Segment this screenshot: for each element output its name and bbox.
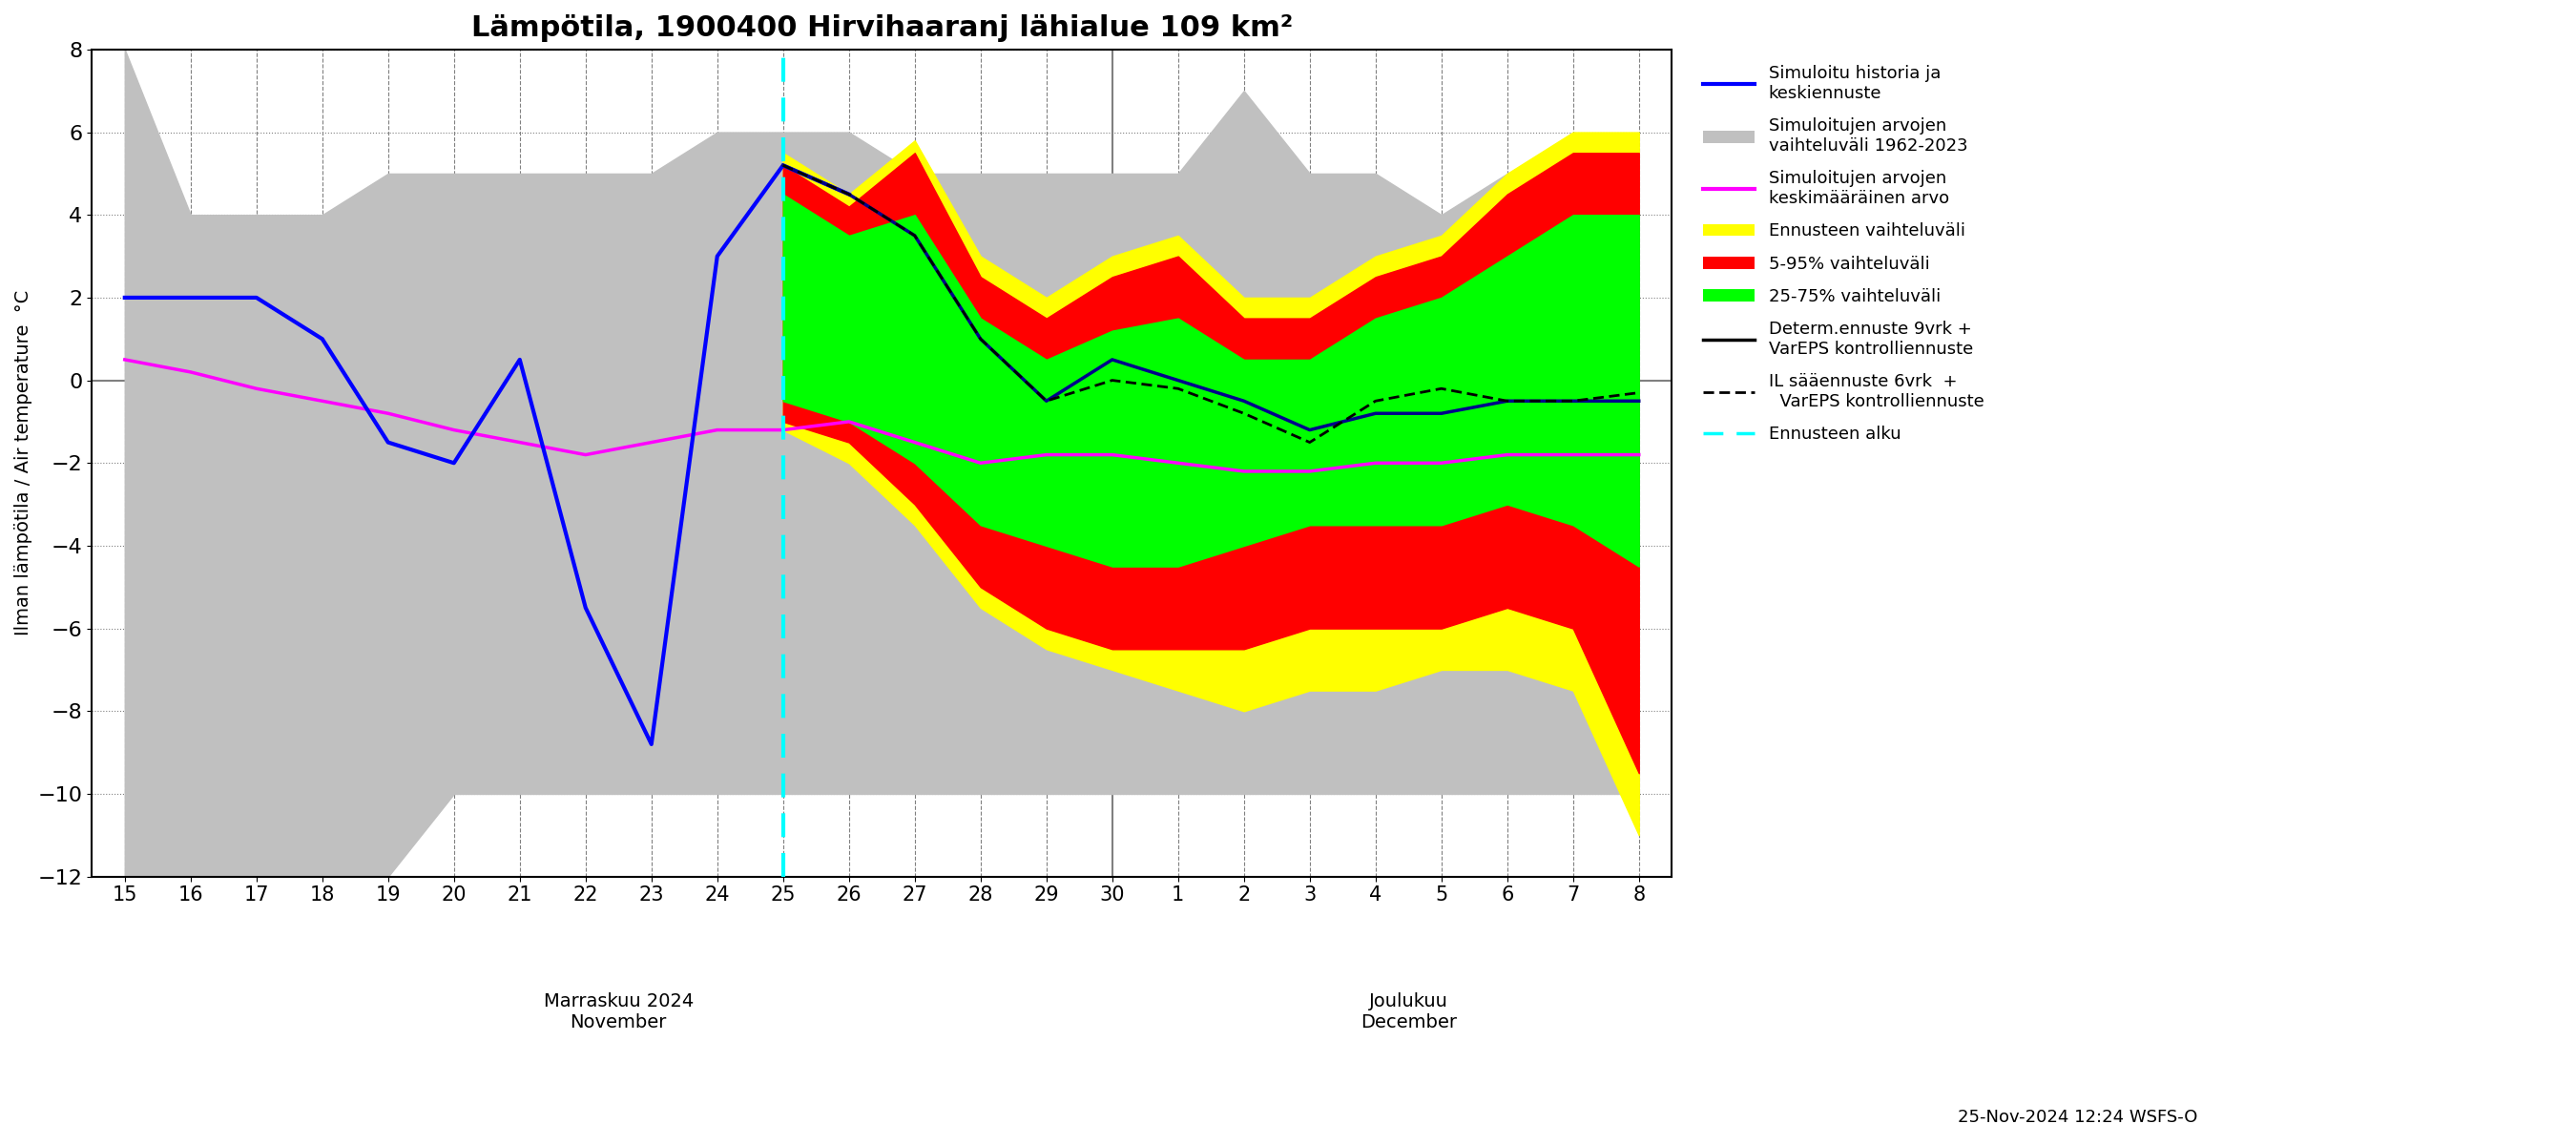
Text: 25-Nov-2024 12:24 WSFS-O: 25-Nov-2024 12:24 WSFS-O: [1958, 1108, 2197, 1126]
Text: Joulukuu
December: Joulukuu December: [1360, 993, 1455, 1032]
Text: Marraskuu 2024
November: Marraskuu 2024 November: [544, 993, 693, 1032]
Title: Lämpötila, 1900400 Hirvihaaranj lähialue 109 km²: Lämpötila, 1900400 Hirvihaaranj lähialue…: [471, 14, 1293, 42]
Legend: Simuloitu historia ja
keskiennuste, Simuloitujen arvojen
vaihteluväli 1962-2023,: Simuloitu historia ja keskiennuste, Simu…: [1695, 58, 1991, 450]
Y-axis label: Ilman lämpötila / Air temperature  °C: Ilman lämpötila / Air temperature °C: [15, 290, 33, 635]
